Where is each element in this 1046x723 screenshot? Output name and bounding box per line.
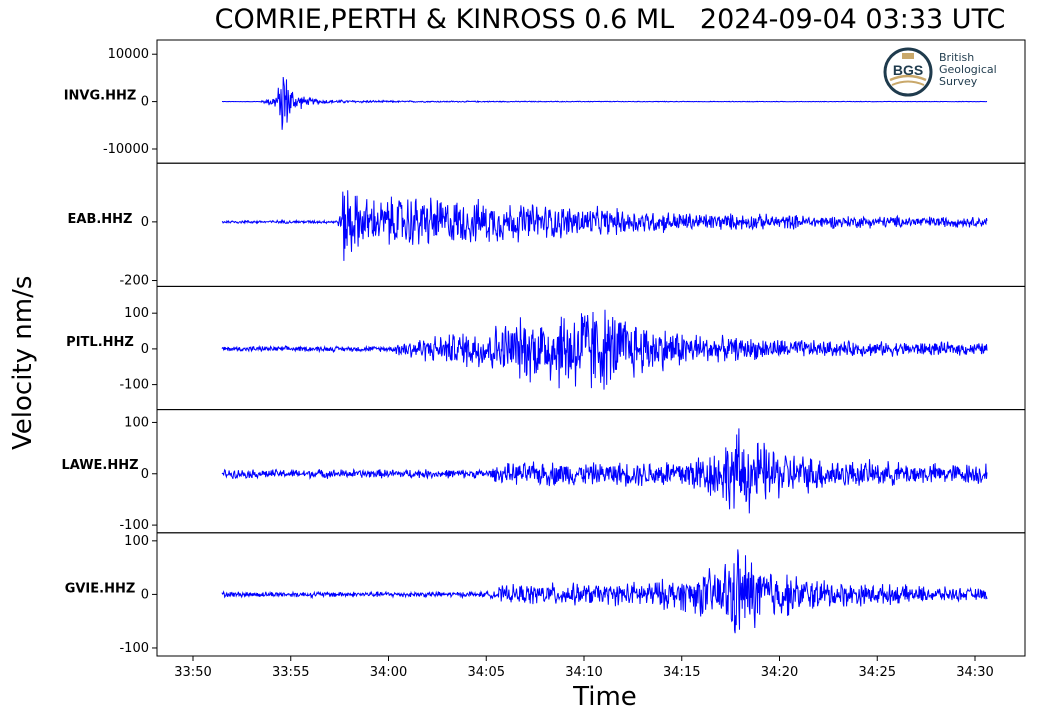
bgs-logo-line-3: Survey (939, 75, 978, 88)
y-tick-label: -100 (119, 518, 149, 533)
y-tick-label: -200 (119, 274, 149, 289)
station-label: INVG.HHZ (64, 89, 137, 104)
y-tick-label: 10000 (108, 47, 149, 62)
y-tick-label: 100 (124, 415, 149, 430)
y-tick-label: 0 (141, 467, 149, 482)
x-tick-label: 34:25 (859, 665, 896, 680)
bgs-logo: BGS British Geological Survey (882, 46, 1012, 98)
station-label: PITL.HHZ (66, 335, 134, 350)
y-tick-label: -100 (119, 378, 149, 393)
trace-invg-hhz (221, 76, 988, 130)
station-label: GVIE.HHZ (65, 581, 136, 596)
y-axis-label: Velocity nm/s (8, 275, 38, 450)
station-label: EAB.HHZ (68, 212, 133, 227)
y-tick-label: 100 (124, 534, 149, 549)
x-tick-label: 34:10 (565, 665, 602, 680)
bgs-logo-mark-text: BGS (893, 62, 923, 78)
x-tick-label: 34:20 (761, 665, 798, 680)
x-tick-label: 34:05 (468, 665, 505, 680)
trace-pitl-hhz (221, 309, 988, 390)
x-tick-label: 34:30 (956, 665, 993, 680)
x-axis-label: Time (573, 682, 637, 712)
y-tick-label: 0 (141, 587, 149, 602)
trace-lawe-hhz (221, 428, 988, 514)
y-tick-label: 100 (124, 306, 149, 321)
x-tick-label: 33:50 (174, 665, 211, 680)
y-tick-label: -100 (119, 641, 149, 656)
bgs-logo-text: British Geological Survey (939, 52, 997, 88)
bgs-logo-line-2: Geological (939, 63, 997, 76)
bgs-logo-line-1: British (939, 51, 975, 64)
x-tick-label: 34:15 (663, 665, 700, 680)
chart-title: COMRIE,PERTH & KINROSS 0.6 ML 2024-09-04… (214, 4, 1006, 35)
station-label: LAWE.HHZ (61, 458, 138, 473)
trace-gvie-hhz (221, 549, 988, 634)
y-tick-label: 0 (141, 215, 149, 230)
x-tick-label: 33:55 (272, 665, 309, 680)
bgs-logo-mark: BGS (883, 47, 933, 97)
y-tick-label: -10000 (103, 142, 149, 157)
trace-eab-hhz (221, 190, 988, 261)
y-tick-label: 0 (141, 95, 149, 110)
y-tick-label: 0 (141, 342, 149, 357)
x-tick-label: 34:00 (370, 665, 407, 680)
